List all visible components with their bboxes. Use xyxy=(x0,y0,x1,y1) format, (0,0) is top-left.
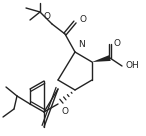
Text: O: O xyxy=(61,107,68,116)
Text: O: O xyxy=(79,16,86,24)
Text: O: O xyxy=(114,39,121,49)
Text: OH: OH xyxy=(125,61,139,70)
Text: O: O xyxy=(43,12,50,21)
Polygon shape xyxy=(92,55,111,62)
Text: N: N xyxy=(78,40,85,49)
